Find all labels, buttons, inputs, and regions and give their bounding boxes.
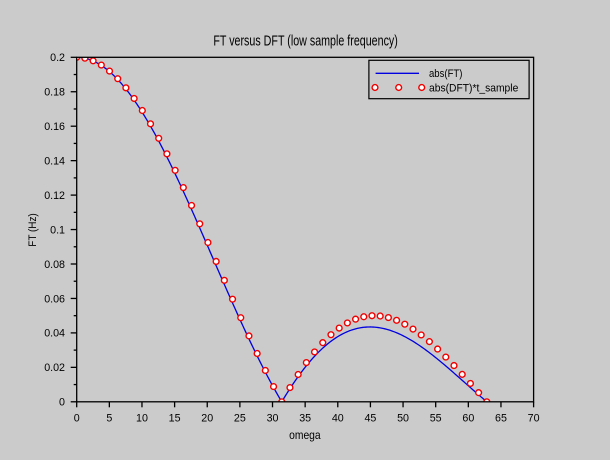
svg-text:0.2: 0.2	[50, 52, 65, 64]
svg-text:0.14: 0.14	[44, 155, 65, 167]
svg-text:0: 0	[74, 413, 80, 425]
svg-text:0.08: 0.08	[44, 259, 65, 271]
svg-text:FT versus DFT (low sample freq: FT versus DFT (low sample frequency)	[213, 34, 398, 50]
svg-text:20: 20	[201, 413, 213, 425]
svg-text:60: 60	[462, 413, 474, 425]
svg-text:abs(DFT)*t_sample: abs(DFT)*t_sample	[429, 82, 518, 94]
svg-text:65: 65	[495, 413, 507, 425]
svg-text:5: 5	[106, 413, 112, 425]
svg-text:0.04: 0.04	[44, 328, 65, 340]
svg-text:70: 70	[528, 413, 540, 425]
svg-text:10: 10	[136, 413, 148, 425]
svg-text:55: 55	[430, 413, 442, 425]
svg-text:0.16: 0.16	[44, 121, 65, 133]
svg-text:FT (Hz): FT (Hz)	[27, 213, 39, 247]
svg-text:35: 35	[299, 413, 311, 425]
svg-text:30: 30	[267, 413, 279, 425]
svg-text:50: 50	[397, 413, 409, 425]
svg-text:0.18: 0.18	[44, 87, 65, 99]
svg-text:25: 25	[234, 413, 246, 425]
svg-text:0.02: 0.02	[44, 362, 65, 374]
svg-text:abs(FT): abs(FT)	[429, 68, 462, 80]
svg-text:0: 0	[59, 397, 65, 409]
svg-text:0.06: 0.06	[44, 293, 65, 305]
svg-text:45: 45	[364, 413, 376, 425]
svg-text:0.1: 0.1	[50, 224, 65, 236]
svg-text:40: 40	[332, 413, 344, 425]
svg-text:15: 15	[169, 413, 181, 425]
svg-text:0.12: 0.12	[44, 190, 65, 202]
svg-text:omega: omega	[289, 428, 321, 442]
